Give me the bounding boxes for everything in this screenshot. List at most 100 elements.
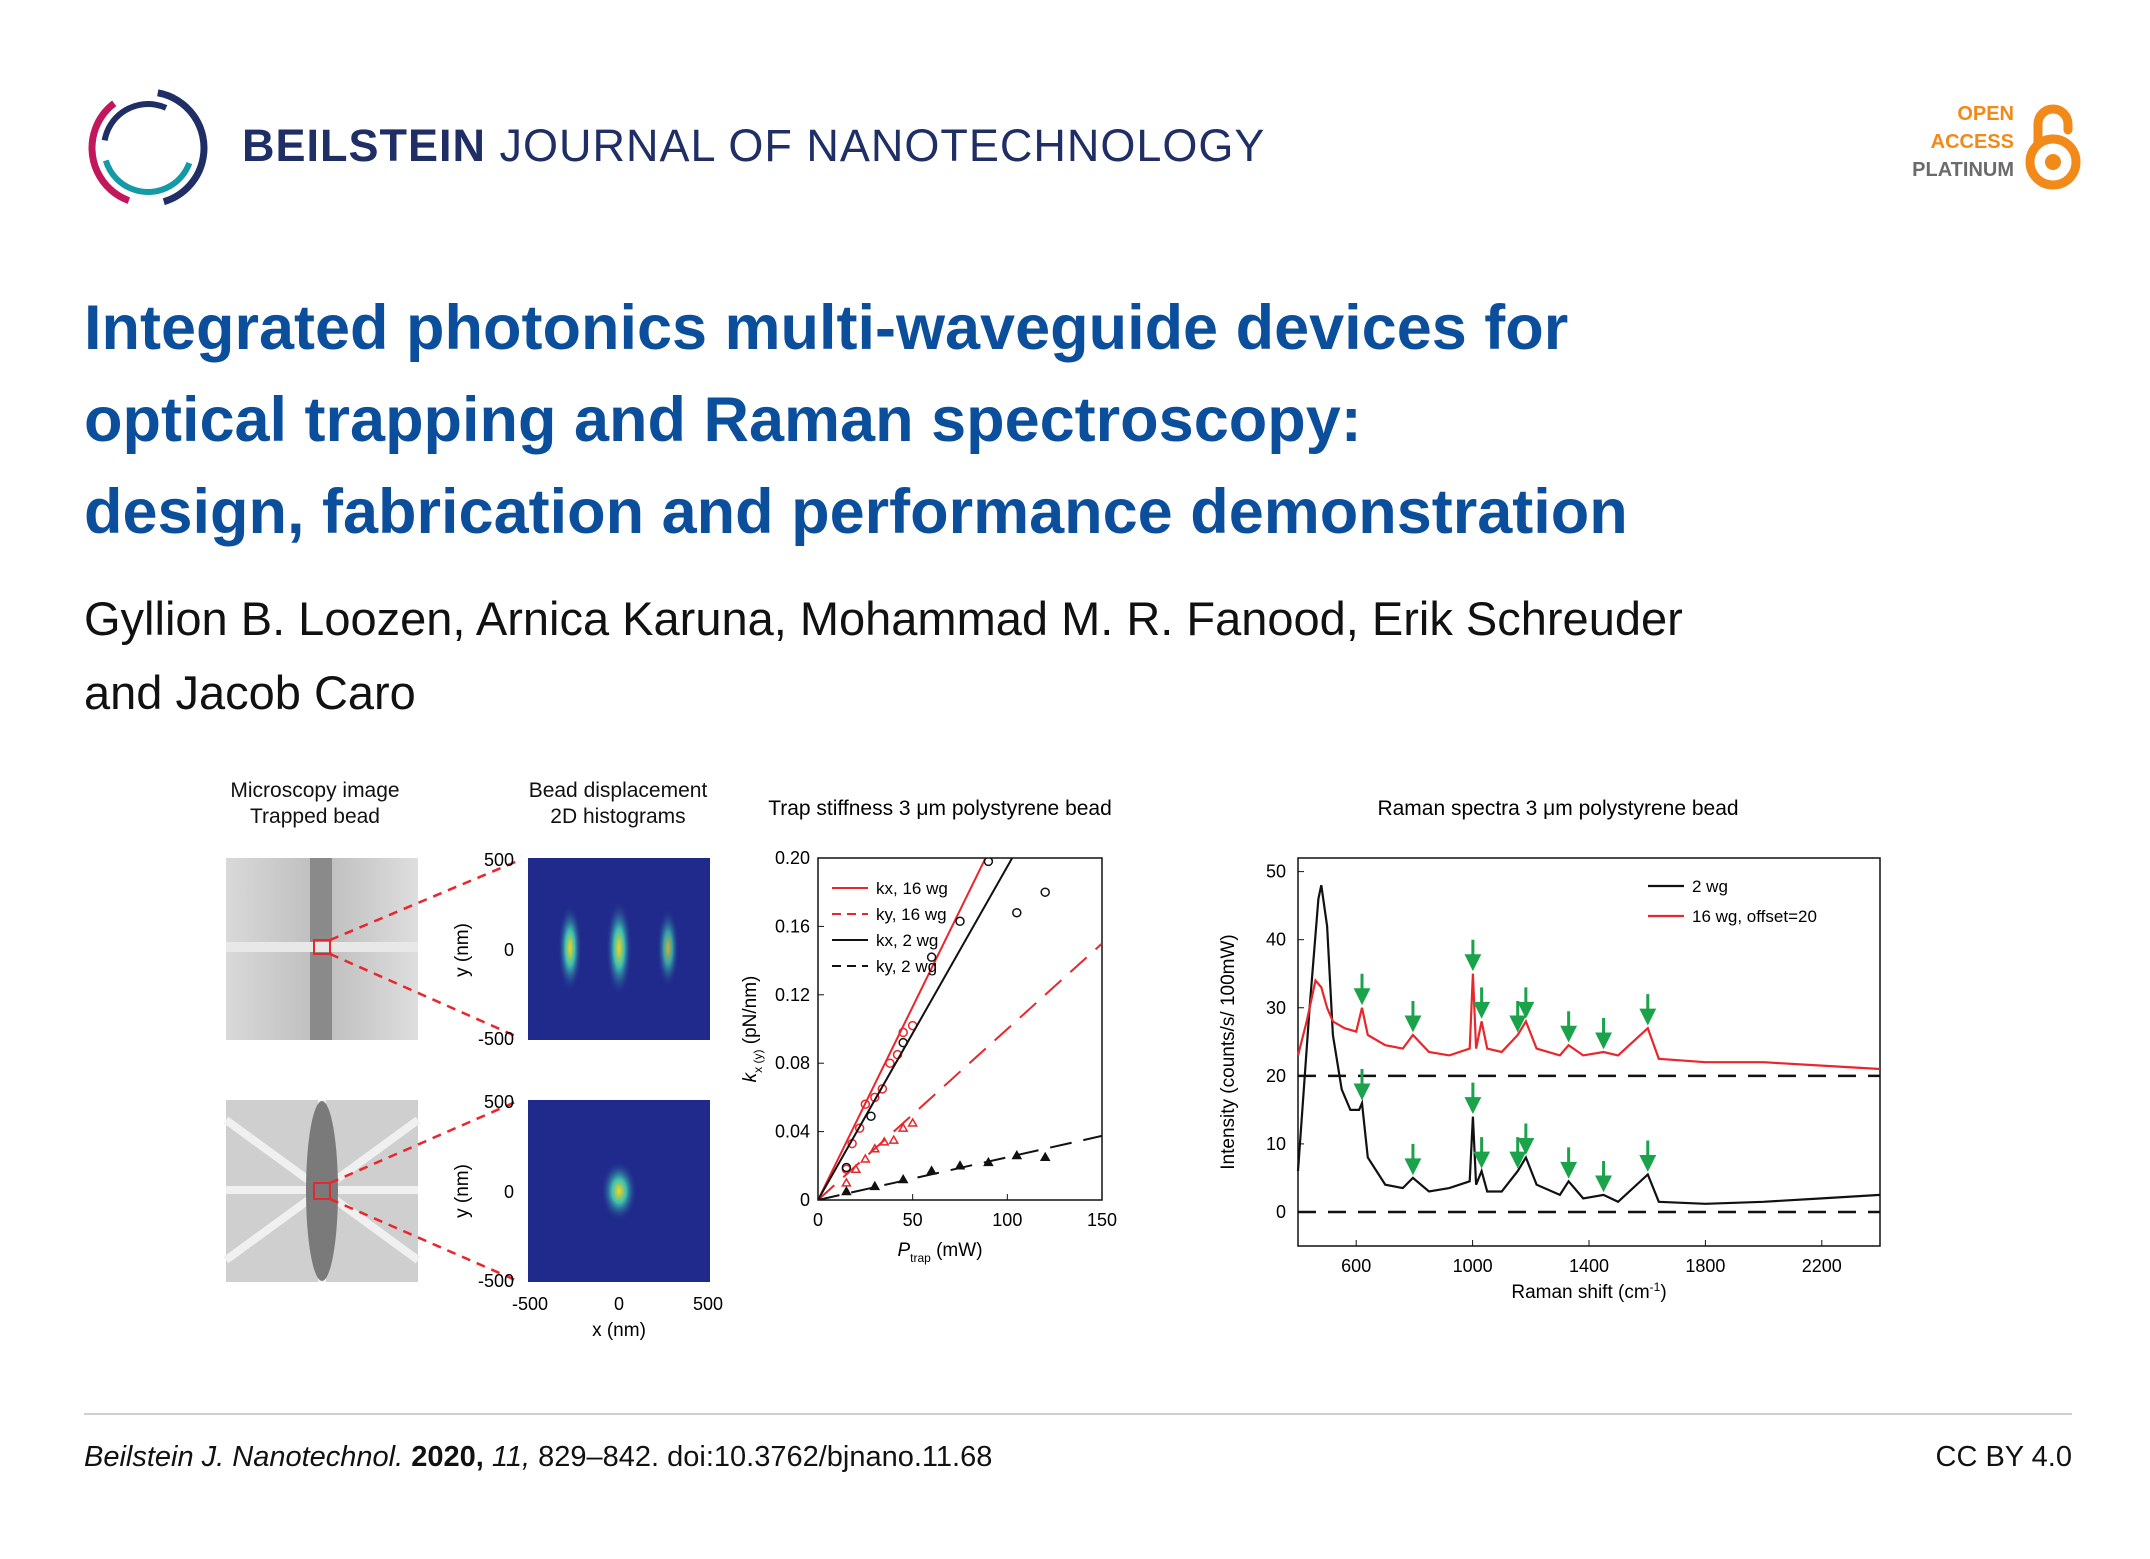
peak-arrow: [1595, 1018, 1612, 1050]
x-axis-label: Raman shift (cm-1): [1511, 1280, 1666, 1303]
data-point: [897, 1122, 909, 1132]
peak-arrow: [1464, 939, 1482, 972]
fit-line: [818, 858, 987, 1200]
data-point: [955, 916, 965, 927]
spectrum-line: [1296, 973, 1881, 1071]
license-label: CC BY 4.0: [1935, 1441, 2072, 1473]
hist-x-label: x (nm): [592, 1320, 646, 1341]
hist-x-tick: 500: [693, 1294, 723, 1314]
journal-title-bold: BEILSTEIN: [242, 120, 487, 171]
fit-line: [818, 942, 1102, 1200]
y-tick-label: 50: [1266, 862, 1286, 882]
graphical-abstract-figure: Microscopy image Trapped bead Bead displ…: [223, 779, 1881, 1341]
chart-title: Raman spectra 3 μm polystyrene bead: [1377, 797, 1738, 820]
data-point: [898, 1037, 908, 1048]
peak-arrow: [1517, 987, 1535, 1019]
y-axis-label: Intensity (counts/s/ 100mW): [1218, 934, 1239, 1169]
author-list: Gyllion B. Loozen, Arnica Karuna, Mohamm…: [84, 582, 1984, 730]
data-point: [983, 1156, 994, 1167]
panel1-title-line: Trapped bead: [250, 805, 380, 828]
data-point: [860, 1153, 871, 1163]
x-axis-label: Ptrap (mW): [897, 1240, 982, 1265]
plot-frame: [817, 857, 1103, 1201]
x-tick-label: 100: [992, 1210, 1022, 1230]
spectrum-line: [1296, 884, 1881, 1205]
peak-arrow: [1473, 987, 1491, 1019]
plot-area: [818, 858, 1102, 1200]
data-point: [1040, 887, 1050, 897]
hist-x-tick: -500: [512, 1294, 548, 1314]
panel1-title-line: Microscopy image: [230, 779, 399, 802]
hist-y-tick: -500: [478, 1029, 514, 1049]
journal-title: BEILSTEIN JOURNAL OF NANOTECHNOLOGY: [242, 116, 1265, 176]
author-line: Gyllion B. Loozen, Arnica Karuna, Mohamm…: [84, 592, 1683, 645]
footer-divider: [84, 1413, 2072, 1415]
hist-y-tick: 0: [504, 940, 514, 960]
hist-y-label: y (nm): [452, 1164, 473, 1218]
citation-pages-doi: 829–842. doi:10.3762/bjnano.11.68: [530, 1441, 993, 1473]
chart-legend: kx, 16 wg ky, 16 wg kx, 2 wg ky, 2 wg: [832, 879, 948, 976]
citation: Beilstein J. Nanotechnol. 2020, 11, 829–…: [84, 1437, 992, 1477]
y-tick-label: 0.08: [775, 1053, 810, 1073]
data-point: [850, 1163, 862, 1173]
zoom-lines: [329, 858, 521, 1284]
data-point: [869, 1143, 881, 1153]
microscopy-image-bottom: [223, 1100, 421, 1282]
data-point: [878, 1136, 890, 1146]
peak-arrow: [1353, 973, 1371, 1006]
data-point: [860, 1099, 871, 1109]
data-point: [898, 1027, 908, 1038]
legend-label: 2 wg: [1692, 877, 1728, 896]
hist-y-label: y (nm): [452, 923, 473, 977]
microscopy-image-top: [226, 858, 418, 1040]
peak-arrow: [1517, 1123, 1535, 1155]
y-axis-label: kx (y) (pN/nm): [740, 976, 765, 1083]
title-line: design, fabrication and performance demo…: [84, 477, 1628, 547]
data-point: [1012, 907, 1022, 918]
peak-arrow: [1639, 1140, 1657, 1172]
legend-label: kx, 2 wg: [876, 931, 938, 950]
x-tick-label: 1000: [1453, 1256, 1493, 1276]
open-access-text: OPEN ACCESS PLATINUM: [1912, 100, 2014, 184]
histogram-top: [528, 858, 710, 1040]
panel2-title-line: Bead displacement: [529, 779, 708, 802]
hist-y-tick: 500: [484, 850, 514, 870]
data-point: [869, 1180, 881, 1191]
peak-arrow: [1464, 1082, 1482, 1115]
data-point: [866, 1111, 876, 1121]
data-point: [1011, 1150, 1023, 1160]
peak-arrow: [1639, 994, 1657, 1026]
legend-label: kx, 16 wg: [876, 879, 948, 898]
y-tick-label: 0: [800, 1190, 810, 1210]
hist-y-tick: -500: [478, 1271, 514, 1291]
hist-x-tick: 0: [614, 1294, 624, 1314]
hist-y-tick: 500: [484, 1092, 514, 1112]
data-point: [907, 1117, 918, 1127]
y-tick-label: 40: [1266, 930, 1286, 950]
y-tick-label: 0.20: [775, 848, 810, 868]
legend-label: ky, 2 wg: [876, 957, 937, 976]
badge-access: ACCESS: [1930, 131, 2014, 153]
data-point: [897, 1173, 909, 1184]
y-tick-label: 0.16: [775, 916, 810, 936]
citation-journal: Beilstein J. Nanotechnol.: [84, 1441, 404, 1473]
data-point: [841, 1185, 852, 1196]
x-tick-label: 1800: [1685, 1256, 1725, 1276]
author-line: and Jacob Caro: [84, 666, 416, 719]
title-line: Integrated photonics multi-waveguide dev…: [84, 293, 1569, 363]
peak-arrow: [1473, 1137, 1491, 1169]
peak-arrow: [1560, 1011, 1578, 1043]
y-tick-label: 0.12: [775, 985, 810, 1005]
citation-volume: 11,: [491, 1441, 531, 1473]
data-point: [926, 952, 937, 962]
open-access-lock-icon: [2025, 104, 2081, 190]
badge-platinum: PLATINUM: [1912, 159, 2014, 181]
legend-label: 16 wg, offset=20: [1692, 907, 1817, 926]
peak-arrow: [1560, 1147, 1578, 1179]
y-tick-label: 0.04: [775, 1122, 810, 1142]
x-tick-label: 2200: [1802, 1256, 1842, 1276]
data-point: [885, 1058, 895, 1068]
peak-arrow: [1509, 1137, 1527, 1169]
data-point: [954, 1160, 966, 1170]
x-tick-label: 600: [1341, 1256, 1371, 1276]
